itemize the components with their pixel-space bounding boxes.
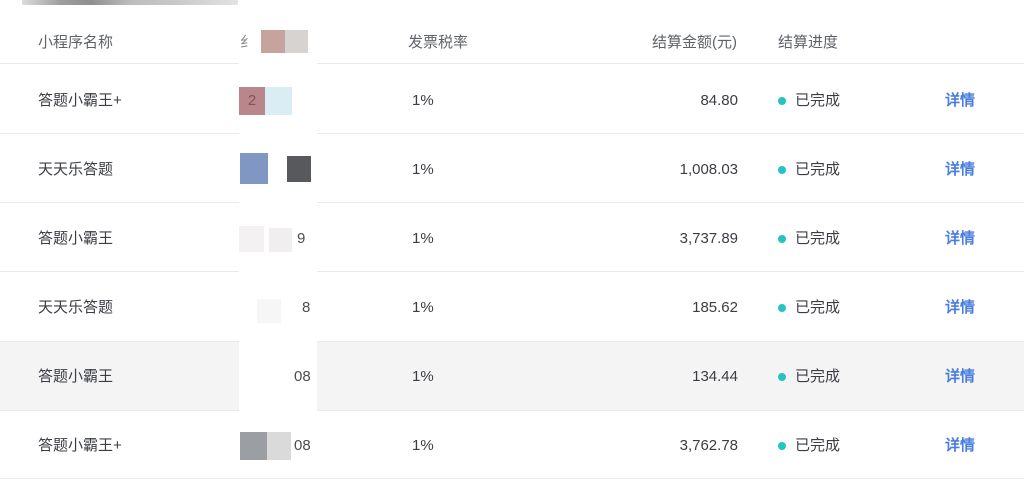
details-link[interactable]: 详情 — [945, 161, 976, 178]
status-dot-icon — [778, 166, 786, 174]
divider — [0, 341, 1024, 342]
status-label: 已完成 — [795, 368, 841, 385]
tax-rate: 1% — [412, 161, 434, 178]
miniprogram-name: 答题小霸王 — [38, 230, 114, 247]
status-dot-icon — [778, 97, 786, 105]
divider — [0, 410, 1024, 411]
censored-header-fragment: 纟 — [240, 34, 256, 51]
miniprogram-name: 答题小霸王 — [38, 368, 114, 385]
miniprogram-name: 天天乐答题 — [38, 161, 114, 178]
settlement-amount: 84.80 — [700, 92, 738, 109]
status-label: 已完成 — [795, 92, 841, 109]
censor-block — [269, 228, 292, 252]
censor-block: 2 — [239, 87, 265, 115]
details-link[interactable]: 详情 — [945, 437, 976, 454]
divider — [0, 478, 1024, 479]
censored-column-overlay: 纟 2 9 8 08 08 — [239, 16, 317, 476]
settlement-status: 已完成 — [778, 298, 840, 318]
censor-block — [261, 30, 285, 53]
censor-block — [240, 432, 267, 460]
settlement-amount: 3,737.89 — [679, 230, 738, 247]
censor-block — [267, 432, 291, 460]
censor-block — [285, 30, 308, 53]
column-header-progress: 结算进度 — [778, 34, 839, 51]
status-dot-icon — [778, 442, 786, 450]
tax-rate: 1% — [412, 299, 434, 316]
censored-digits: 08 — [294, 368, 311, 385]
settlement-status: 已完成 — [778, 229, 840, 249]
censor-block — [287, 156, 311, 182]
censor-block — [257, 299, 281, 323]
details-link[interactable]: 详情 — [945, 368, 976, 385]
settlement-status: 已完成 — [778, 436, 840, 456]
tax-rate: 1% — [412, 437, 434, 454]
status-dot-icon — [778, 235, 786, 243]
divider — [0, 133, 1024, 134]
censored-digits: 08 — [294, 437, 311, 454]
settlement-amount: 1,008.03 — [679, 161, 738, 178]
miniprogram-name: 天天乐答题 — [38, 299, 114, 316]
divider — [0, 271, 1024, 272]
miniprogram-name: 答题小霸王+ — [38, 92, 122, 109]
tax-rate: 1% — [412, 368, 434, 385]
column-header-name: 小程序名称 — [38, 34, 114, 51]
status-dot-icon — [778, 373, 786, 381]
settlement-amount: 185.62 — [692, 299, 738, 316]
row-hover-highlight — [0, 341, 1024, 410]
tax-rate: 1% — [412, 92, 434, 109]
settlement-amount: 134.44 — [692, 368, 738, 385]
censor-block — [240, 153, 268, 184]
details-link[interactable]: 详情 — [945, 92, 976, 109]
tax-rate: 1% — [412, 230, 434, 247]
status-label: 已完成 — [795, 230, 841, 247]
censored-digits: 9 — [297, 230, 306, 247]
column-header-amount: 结算金额(元) — [652, 34, 737, 51]
censor-block — [239, 226, 264, 252]
divider — [0, 202, 1024, 203]
settlement-amount: 3,762.78 — [679, 437, 738, 454]
status-label: 已完成 — [795, 161, 841, 178]
details-link[interactable]: 详情 — [945, 299, 976, 316]
status-dot-icon — [778, 304, 786, 312]
miniprogram-name: 答题小霸王+ — [38, 437, 122, 454]
cutoff-element-bottom-edge — [22, 0, 238, 5]
status-label: 已完成 — [795, 437, 841, 454]
details-link[interactable]: 详情 — [945, 230, 976, 247]
column-header-tax-rate: 发票税率 — [408, 34, 469, 51]
divider — [0, 63, 1024, 64]
settlement-status: 已完成 — [778, 91, 840, 111]
settlement-status: 已完成 — [778, 367, 840, 387]
censored-digits: 8 — [302, 299, 311, 316]
status-label: 已完成 — [795, 299, 841, 316]
censor-block — [265, 87, 292, 115]
settlement-status: 已完成 — [778, 160, 840, 180]
